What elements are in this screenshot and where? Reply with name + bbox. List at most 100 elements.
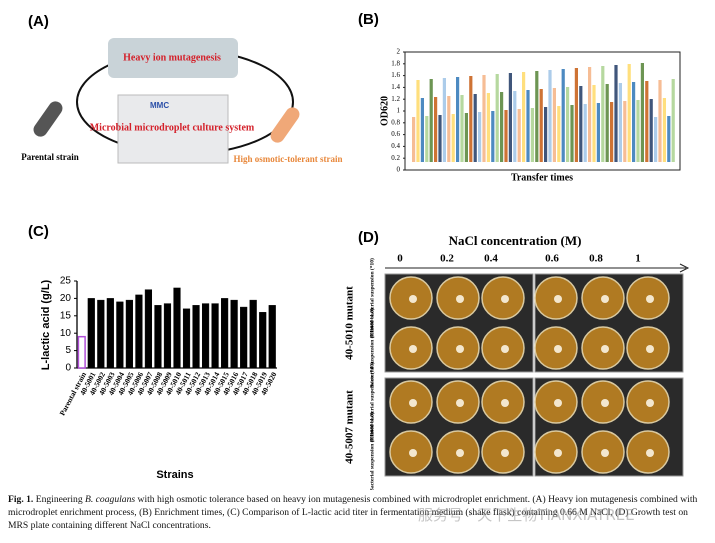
trace <box>645 81 649 162</box>
trace <box>640 63 644 162</box>
trace <box>632 82 636 162</box>
trace <box>592 85 596 162</box>
concentration-label: 0.4 <box>484 253 498 265</box>
y-tick-label: 15 <box>60 310 72 321</box>
y-tick-label: 0.6 <box>391 130 400 138</box>
trace <box>544 107 548 162</box>
trace <box>667 116 671 162</box>
trace <box>671 79 675 162</box>
trace <box>517 109 521 162</box>
y-tick-label: 1 <box>397 107 401 115</box>
strain-label: High osmotic-tolerant strain <box>234 154 343 164</box>
accelerator-image <box>108 38 238 78</box>
mmc-machine-image <box>117 94 229 164</box>
y-tick-label: 0 <box>65 363 71 374</box>
bar <box>163 303 172 369</box>
panels: (A) Heavy ion mutagenesis MMC Microbial mic… <box>21 11 690 492</box>
trace <box>522 72 526 162</box>
y-tick-label: 1.6 <box>391 71 400 79</box>
trace <box>557 106 561 162</box>
trace <box>491 111 495 162</box>
bar <box>173 287 181 369</box>
trace <box>530 108 534 162</box>
colony <box>554 449 562 457</box>
panel-letter: (B) <box>358 11 379 28</box>
watermark: 服务号 · 天下生物TIANXIATREE <box>418 506 635 524</box>
enrichment-traces <box>412 63 675 162</box>
trace <box>548 70 552 162</box>
bar <box>144 289 153 369</box>
trace <box>552 88 556 162</box>
trace <box>438 115 442 162</box>
colony <box>646 449 654 457</box>
trace <box>473 94 477 162</box>
trace <box>482 75 486 162</box>
concentration-label: 0.2 <box>440 253 454 265</box>
trace <box>579 86 583 162</box>
row-label: Diluted bacterial suspension (*10) <box>368 362 375 442</box>
trace <box>623 101 627 162</box>
trace <box>570 105 574 162</box>
trace <box>535 71 539 162</box>
caption-species: B. coagulans <box>85 494 136 505</box>
colony <box>409 295 417 303</box>
bar <box>125 299 133 369</box>
trace <box>460 95 464 162</box>
colony <box>646 295 654 303</box>
colony <box>501 449 509 457</box>
trace <box>508 73 512 162</box>
mutant-label: 40-5010 mutant <box>344 286 356 360</box>
trace <box>566 87 570 162</box>
arrow-head <box>679 263 690 273</box>
y-tick-label: 0.4 <box>391 142 400 150</box>
plate-title: NaCl concentration (M) <box>449 233 582 248</box>
colony <box>456 449 464 457</box>
colony <box>646 399 654 407</box>
trace <box>447 96 451 162</box>
y-tick-label: 0 <box>397 166 401 174</box>
colony <box>601 295 609 303</box>
trace <box>561 69 565 162</box>
concentration-label: 0.6 <box>545 253 559 265</box>
trace <box>442 78 446 162</box>
y-axis-label: L-lactic acid (g/L) <box>40 279 52 370</box>
trace <box>539 89 543 162</box>
bar <box>230 299 238 369</box>
y-tick-label: 25 <box>60 276 72 287</box>
concentration-label: 0.8 <box>589 253 603 265</box>
y-tick-label: 20 <box>60 293 72 304</box>
colony <box>646 345 654 353</box>
x-axis-label: Strains <box>156 469 193 481</box>
trace <box>654 117 658 162</box>
trace <box>420 98 424 162</box>
colony <box>554 295 562 303</box>
plates <box>384 273 684 477</box>
trace <box>614 65 618 162</box>
strain-label: Parental strain <box>21 152 79 162</box>
bar <box>201 303 210 369</box>
colony <box>409 399 417 407</box>
trace <box>513 91 517 162</box>
y-tick-label: 2 <box>397 48 401 56</box>
row-label: Bacterial suspension (OD600=1.0) <box>368 412 375 490</box>
trace <box>588 67 592 162</box>
trace <box>469 76 473 162</box>
colony <box>409 345 417 353</box>
caption-text: with high osmotic tolerance based on hea… <box>8 494 698 531</box>
colony <box>501 295 509 303</box>
caption-text: Engineering <box>33 494 86 505</box>
concentration-label: 1 <box>635 253 641 265</box>
bar <box>116 301 124 369</box>
trace <box>464 113 468 162</box>
y-tick-label: 0.8 <box>391 118 400 126</box>
colony <box>409 449 417 457</box>
y-tick-label: 0.2 <box>391 154 400 162</box>
colony <box>456 399 464 407</box>
y-tick-label: 1.8 <box>391 59 400 67</box>
trace <box>574 68 578 162</box>
y-axis-label: OD620 <box>379 96 390 126</box>
bar <box>211 303 219 369</box>
trace <box>429 79 433 162</box>
bar <box>135 294 143 369</box>
trace <box>662 98 666 162</box>
